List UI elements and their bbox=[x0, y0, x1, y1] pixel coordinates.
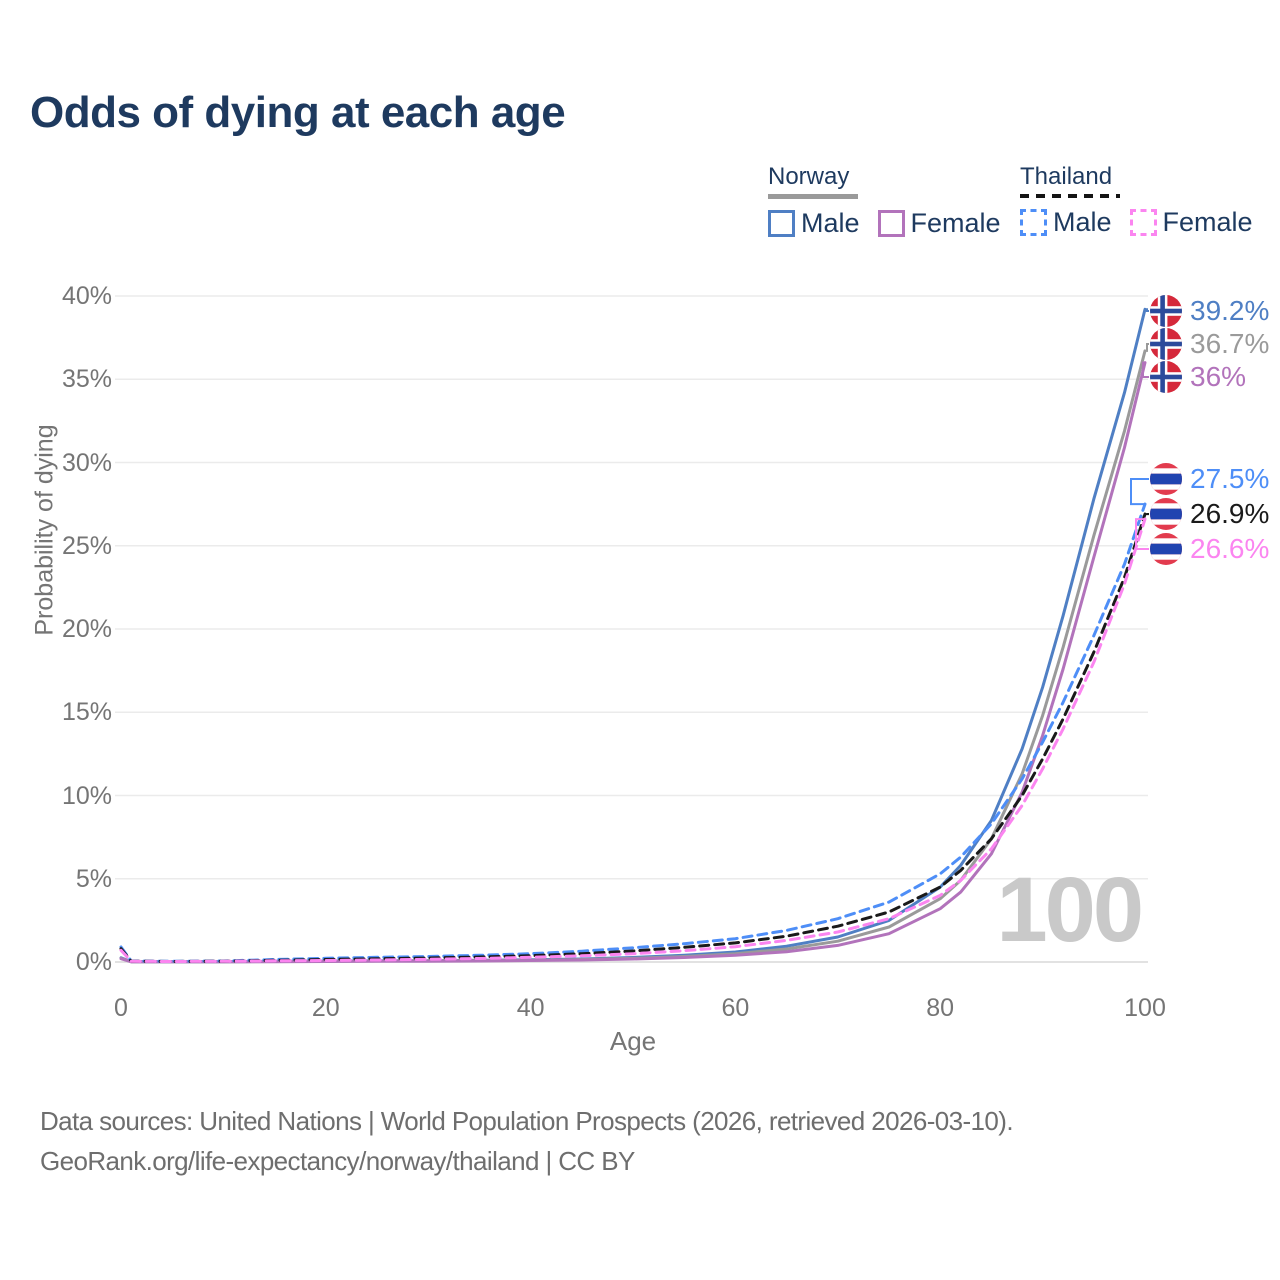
legend-thailand-header: Thailand bbox=[1020, 163, 1271, 198]
legend-norway-male-label: Male bbox=[801, 208, 860, 238]
norway-flag-icon bbox=[1150, 328, 1182, 360]
series-line-norway-average bbox=[119, 349, 1147, 964]
end-label-value-thailand-average: 26.9% bbox=[1190, 498, 1270, 529]
end-label-value-norway-male: 39.2% bbox=[1190, 295, 1270, 326]
thailand-female-checkbox[interactable] bbox=[1129, 209, 1157, 236]
y-tick-label-35%: 35% bbox=[61, 365, 112, 394]
thailand-male-checkbox[interactable] bbox=[1020, 209, 1047, 236]
legend-norway-female[interactable]: Female bbox=[877, 208, 1001, 239]
norway-flag-icon bbox=[1150, 361, 1182, 393]
norway-female-checkbox[interactable] bbox=[877, 210, 905, 237]
legend-thailand-male[interactable]: Male bbox=[1020, 207, 1112, 238]
series-line-thailand-female bbox=[119, 517, 1147, 963]
end-label-norway-male: 39.2% bbox=[1150, 295, 1269, 327]
age-watermark: 100 bbox=[996, 859, 1144, 961]
end-label-norway-average: 36.7% bbox=[1150, 328, 1269, 360]
legend-thailand-female[interactable]: Female bbox=[1129, 207, 1253, 238]
leader-line-norway-average bbox=[1145, 343, 1149, 352]
norway-flag-icon bbox=[1150, 295, 1182, 327]
end-label-value-norway-female: 36% bbox=[1190, 361, 1247, 392]
legend-norway-label: Norway bbox=[768, 163, 850, 190]
thailand-flag-icon bbox=[1150, 533, 1182, 565]
y-axis-title: Probability of dying bbox=[30, 424, 59, 636]
x-axis-title: Age bbox=[609, 1026, 657, 1056]
series-line-norway-male bbox=[119, 307, 1147, 964]
legend-norway: Norway Male Female bbox=[768, 163, 1019, 239]
series-line-thailand-male bbox=[119, 502, 1147, 963]
y-tick-label-30%: 30% bbox=[61, 448, 112, 477]
leader-line-norway-female bbox=[1142, 361, 1149, 378]
leader-line-thailand-male bbox=[1130, 478, 1149, 506]
legend-norway-header: Norway bbox=[768, 163, 1019, 199]
legend-thailand-label: Thailand bbox=[1020, 163, 1113, 190]
leader-line-norway-male bbox=[1145, 308, 1149, 312]
y-tick-label-15%: 15% bbox=[61, 698, 112, 727]
end-label-thailand-male: 27.5% bbox=[1150, 463, 1269, 495]
x-tick-label-60: 60 bbox=[721, 994, 750, 1022]
series-line-norway-female bbox=[119, 361, 1147, 964]
y-tick-label-20%: 20% bbox=[61, 615, 112, 643]
legend-thailand: Thailand Male Female bbox=[1020, 163, 1271, 238]
y-tick-label-5%: 5% bbox=[75, 864, 112, 893]
thailand-line-style-swatch bbox=[1020, 194, 1120, 198]
end-label-value-norway-average: 36.7% bbox=[1190, 328, 1270, 359]
x-tick-label-20: 20 bbox=[311, 994, 340, 1022]
data-source-line: Data sources: United Nations | World Pop… bbox=[40, 1106, 1014, 1136]
x-tick-label-0: 0 bbox=[114, 994, 128, 1022]
y-tick-label-0%: 0% bbox=[75, 948, 112, 976]
legend-norway-female-label: Female bbox=[910, 208, 1001, 238]
end-label-thailand-average: 26.9% bbox=[1150, 498, 1269, 530]
norway-male-checkbox[interactable] bbox=[768, 210, 795, 237]
legend-thailand-female-label: Female bbox=[1162, 207, 1253, 237]
end-label-thailand-female: 26.6% bbox=[1150, 533, 1269, 565]
leader-line-thailand-female bbox=[1135, 518, 1149, 550]
attribution-line: GeoRank.org/life-expectancy/norway/thail… bbox=[40, 1146, 635, 1176]
page-title: Odds of dying at each age bbox=[30, 88, 566, 137]
y-tick-label-25%: 25% bbox=[61, 531, 112, 560]
end-label-norway-female: 36% bbox=[1150, 361, 1246, 393]
legend-norway-male[interactable]: Male bbox=[768, 208, 860, 239]
x-tick-label-100: 100 bbox=[1124, 994, 1166, 1022]
x-tick-label-80: 80 bbox=[926, 994, 955, 1022]
x-tick-label-40: 40 bbox=[516, 994, 545, 1022]
y-tick-label-40%: 40% bbox=[61, 282, 112, 310]
thailand-flag-icon bbox=[1150, 463, 1182, 495]
end-label-value-thailand-male: 27.5% bbox=[1190, 463, 1270, 494]
legend-thailand-male-label: Male bbox=[1053, 207, 1112, 237]
thailand-flag-icon bbox=[1150, 498, 1182, 530]
norway-line-style-swatch bbox=[768, 194, 858, 199]
series-line-thailand-average bbox=[119, 512, 1147, 963]
end-label-value-thailand-female: 26.6% bbox=[1190, 533, 1270, 564]
y-tick-label-10%: 10% bbox=[61, 781, 112, 810]
